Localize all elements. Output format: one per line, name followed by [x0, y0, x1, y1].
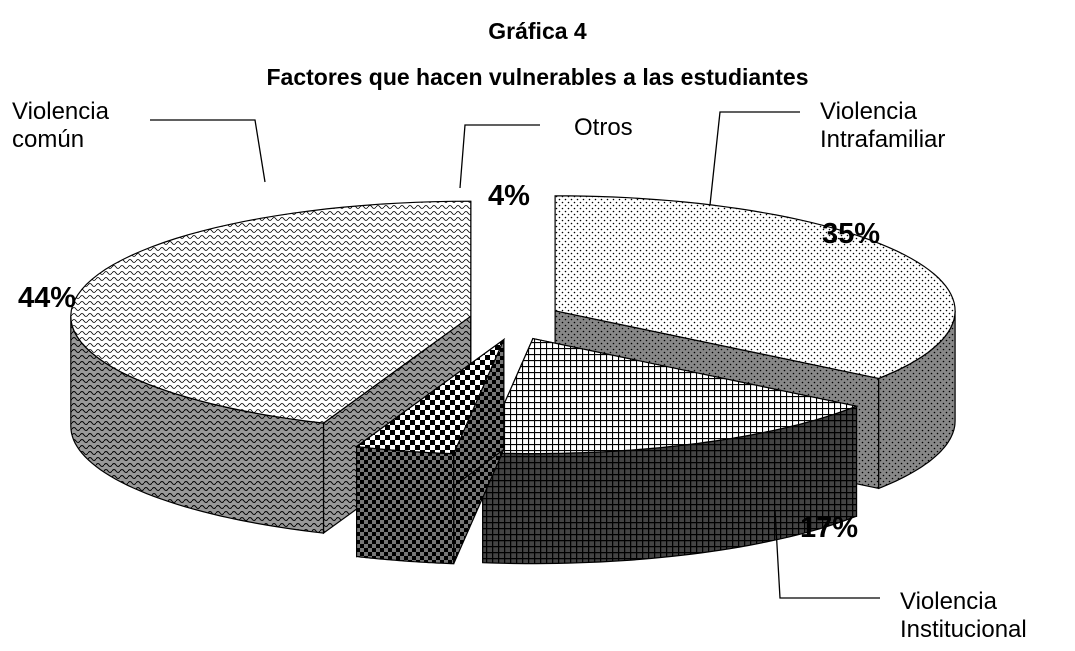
slice-top: [355, 337, 506, 455]
leader-line: [150, 119, 266, 183]
slice-side: [356, 445, 455, 565]
category-label: Otros: [574, 114, 633, 141]
category-label: Violencia Institucional: [900, 588, 1027, 643]
value-label: 35%: [822, 218, 881, 250]
leader-line: [709, 111, 800, 206]
leader-line: [774, 509, 880, 599]
slices: [70, 195, 956, 565]
chart-title: Gráfica 4: [488, 18, 587, 44]
category-label: Violencia Intrafamiliar: [820, 98, 946, 153]
chart-subtitle: Factores que hacen vulnerables a las est…: [266, 64, 809, 90]
category-label: Violencia común: [12, 98, 109, 153]
leader-line: [459, 124, 540, 189]
slice-top: [70, 200, 472, 424]
value-label: 4%: [488, 180, 530, 212]
slice-top: [481, 337, 859, 455]
slice-top: [554, 195, 956, 380]
value-label: 44%: [18, 282, 77, 314]
value-label: 17%: [800, 512, 859, 544]
leaders: [150, 111, 880, 599]
